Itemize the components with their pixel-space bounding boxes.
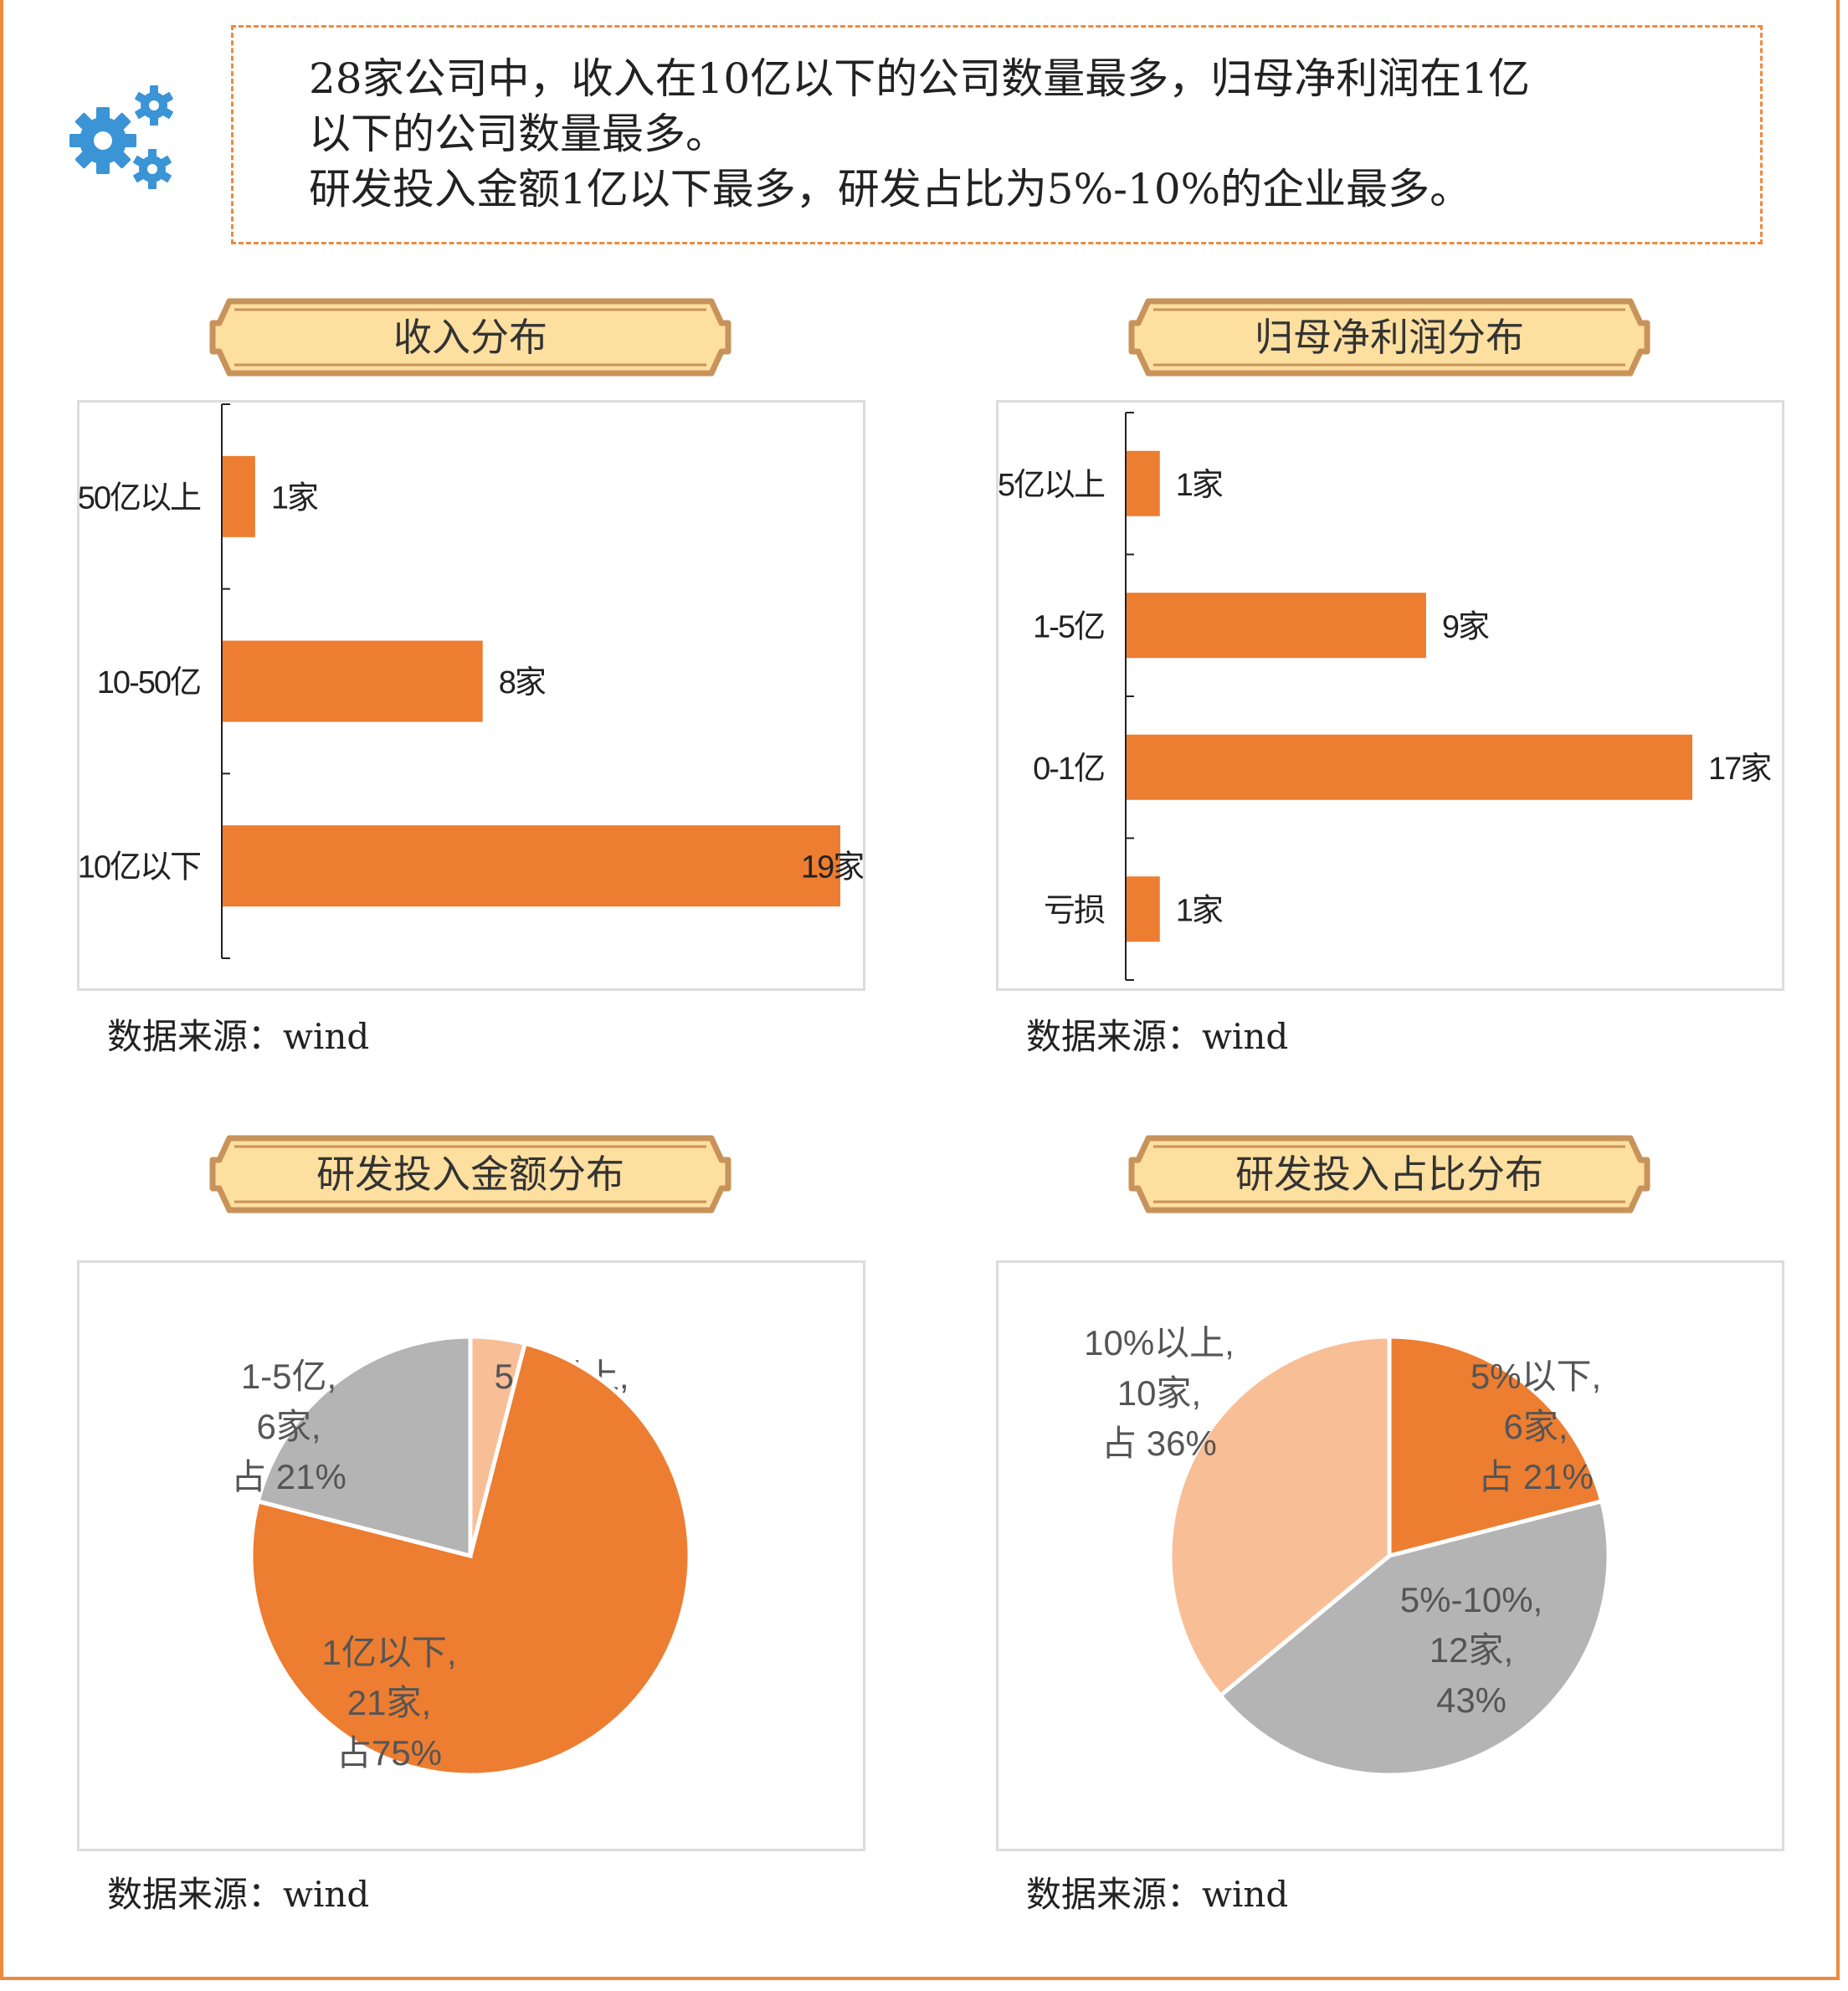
banner-trim xyxy=(1153,308,1625,367)
data-label: 9家 xyxy=(1442,609,1489,644)
banner-title: 研发投入金额分布 xyxy=(316,1152,624,1197)
bar xyxy=(1127,876,1160,942)
gears-icon xyxy=(69,85,174,189)
banner-title: 研发投入占比分布 xyxy=(1235,1152,1543,1197)
chart-panel-profit: 5亿以上 1家 1-5亿 9家 0-1亿 17家亏损 1家 xyxy=(996,400,1784,991)
slice-label: 占75% xyxy=(336,1733,442,1773)
summary-line-2: 以下的公司数量最多。 xyxy=(309,110,727,158)
banner-rd-ratio: 研发投入占比分布 xyxy=(1128,1135,1650,1214)
source-note: 数据来源：wind xyxy=(107,1874,370,1915)
source-note: 数据来源：wind xyxy=(1026,1874,1289,1915)
banner-title: 收入分布 xyxy=(393,315,547,360)
data-label: 1家 xyxy=(1176,468,1223,503)
slice-label: 1亿以下, xyxy=(321,1633,456,1672)
pie-slice xyxy=(249,1341,692,1778)
category-label: 5亿以上 xyxy=(998,468,1105,503)
slice-label: 12家, xyxy=(1430,1630,1513,1670)
slice-label: 5%以下, xyxy=(1471,1357,1601,1396)
banner-revenue: 收入分布 xyxy=(209,298,732,377)
slice-label: 6家, xyxy=(256,1407,321,1446)
summary-line-3: 研发投入金额1亿以下最多，研发占比为5%-10%的企业最多。 xyxy=(309,165,1472,213)
slice-label: 5%-10%, xyxy=(1400,1580,1543,1619)
slice-label: 占 21% xyxy=(1478,1457,1594,1496)
category-label: 10亿以下 xyxy=(80,850,200,885)
data-label: 1家 xyxy=(271,480,318,516)
category-label: 0-1亿 xyxy=(1033,752,1104,787)
banner-trim xyxy=(234,308,706,367)
banner-shape xyxy=(209,298,732,377)
banner-profit: 归母净利润分布 xyxy=(1128,298,1650,377)
summary-line-1: 28家公司中，收入在10亿以下的公司数量最多，归母净利润在1亿 xyxy=(309,54,1531,103)
slice-label: 10家, xyxy=(1117,1373,1201,1413)
source-note: 数据来源：wind xyxy=(1026,1016,1289,1057)
rd-amount-pie-chart: 5亿以上,1家,占4%1亿以下,21家,占75%1-5亿,6家,占 21% xyxy=(231,1334,692,1778)
category-label: 亏损 xyxy=(1044,893,1105,928)
category-label: 10-50亿 xyxy=(97,665,200,700)
bar xyxy=(1127,450,1160,516)
data-label: 8家 xyxy=(499,665,546,700)
pie-slice xyxy=(1217,1498,1611,1778)
chart-panel-rd-amount: 5亿以上,1家,占4%1亿以下,21家,占75%1-5亿,6家,占 21% xyxy=(77,1260,865,1851)
summary-box: 28家公司中，收入在10亿以下的公司数量最多，归母净利润在1亿 以下的公司数量最… xyxy=(231,25,1763,244)
bar xyxy=(1127,593,1426,659)
data-label: 17家 xyxy=(1708,752,1771,787)
slice-label: 占 36% xyxy=(1101,1424,1217,1463)
bar xyxy=(223,640,483,722)
chart-panel-rd-ratio: 5%以下, 6家, 占 21% 5%-10%, 12家, 43% 10%以上, 10家, 占 3… xyxy=(996,1260,1784,1851)
banner-title: 归母净利润分布 xyxy=(1255,315,1524,360)
slice-label: 10%以上, xyxy=(1084,1323,1235,1362)
banner-shape xyxy=(1128,298,1650,377)
data-label: 19家 xyxy=(801,850,863,885)
pie-slice xyxy=(1387,1334,1604,1559)
slice-label: 21家, xyxy=(347,1683,431,1722)
source-note: 数据来源：wind xyxy=(107,1016,370,1057)
rd-ratio-pie-chart: 5%以下, 6家, 占 21% 5%-10%, 12家, 43% 10%以上, 10家, 占 3… xyxy=(1084,1323,1611,1778)
bar xyxy=(223,825,840,907)
chart-panel-revenue: 50亿以上 1家 10-50亿 8家 10亿以下 19家 xyxy=(77,400,865,991)
banner-shape xyxy=(209,1135,732,1214)
category-label: 1-5亿 xyxy=(1033,609,1104,644)
banner-shape xyxy=(1128,1135,1650,1214)
pie-slice xyxy=(1168,1334,1392,1699)
revenue-bar-chart: 50亿以上 1家 10-50亿 8家 10亿以下 19家 xyxy=(78,403,865,959)
slice-label: 43% xyxy=(1436,1681,1507,1720)
banner-trim xyxy=(1153,1145,1625,1203)
pie-slice xyxy=(255,1334,473,1559)
bar xyxy=(223,455,255,537)
banner-rd-amount: 研发投入金额分布 xyxy=(209,1135,732,1214)
slice-label: 6家, xyxy=(1503,1407,1568,1446)
banner-trim xyxy=(234,1145,706,1203)
data-label: 1家 xyxy=(1176,893,1223,928)
slice-label: 1-5亿, xyxy=(241,1357,336,1396)
category-label: 50亿以上 xyxy=(80,480,201,516)
bar xyxy=(1127,734,1692,800)
slice-label: 占 21% xyxy=(231,1457,346,1496)
